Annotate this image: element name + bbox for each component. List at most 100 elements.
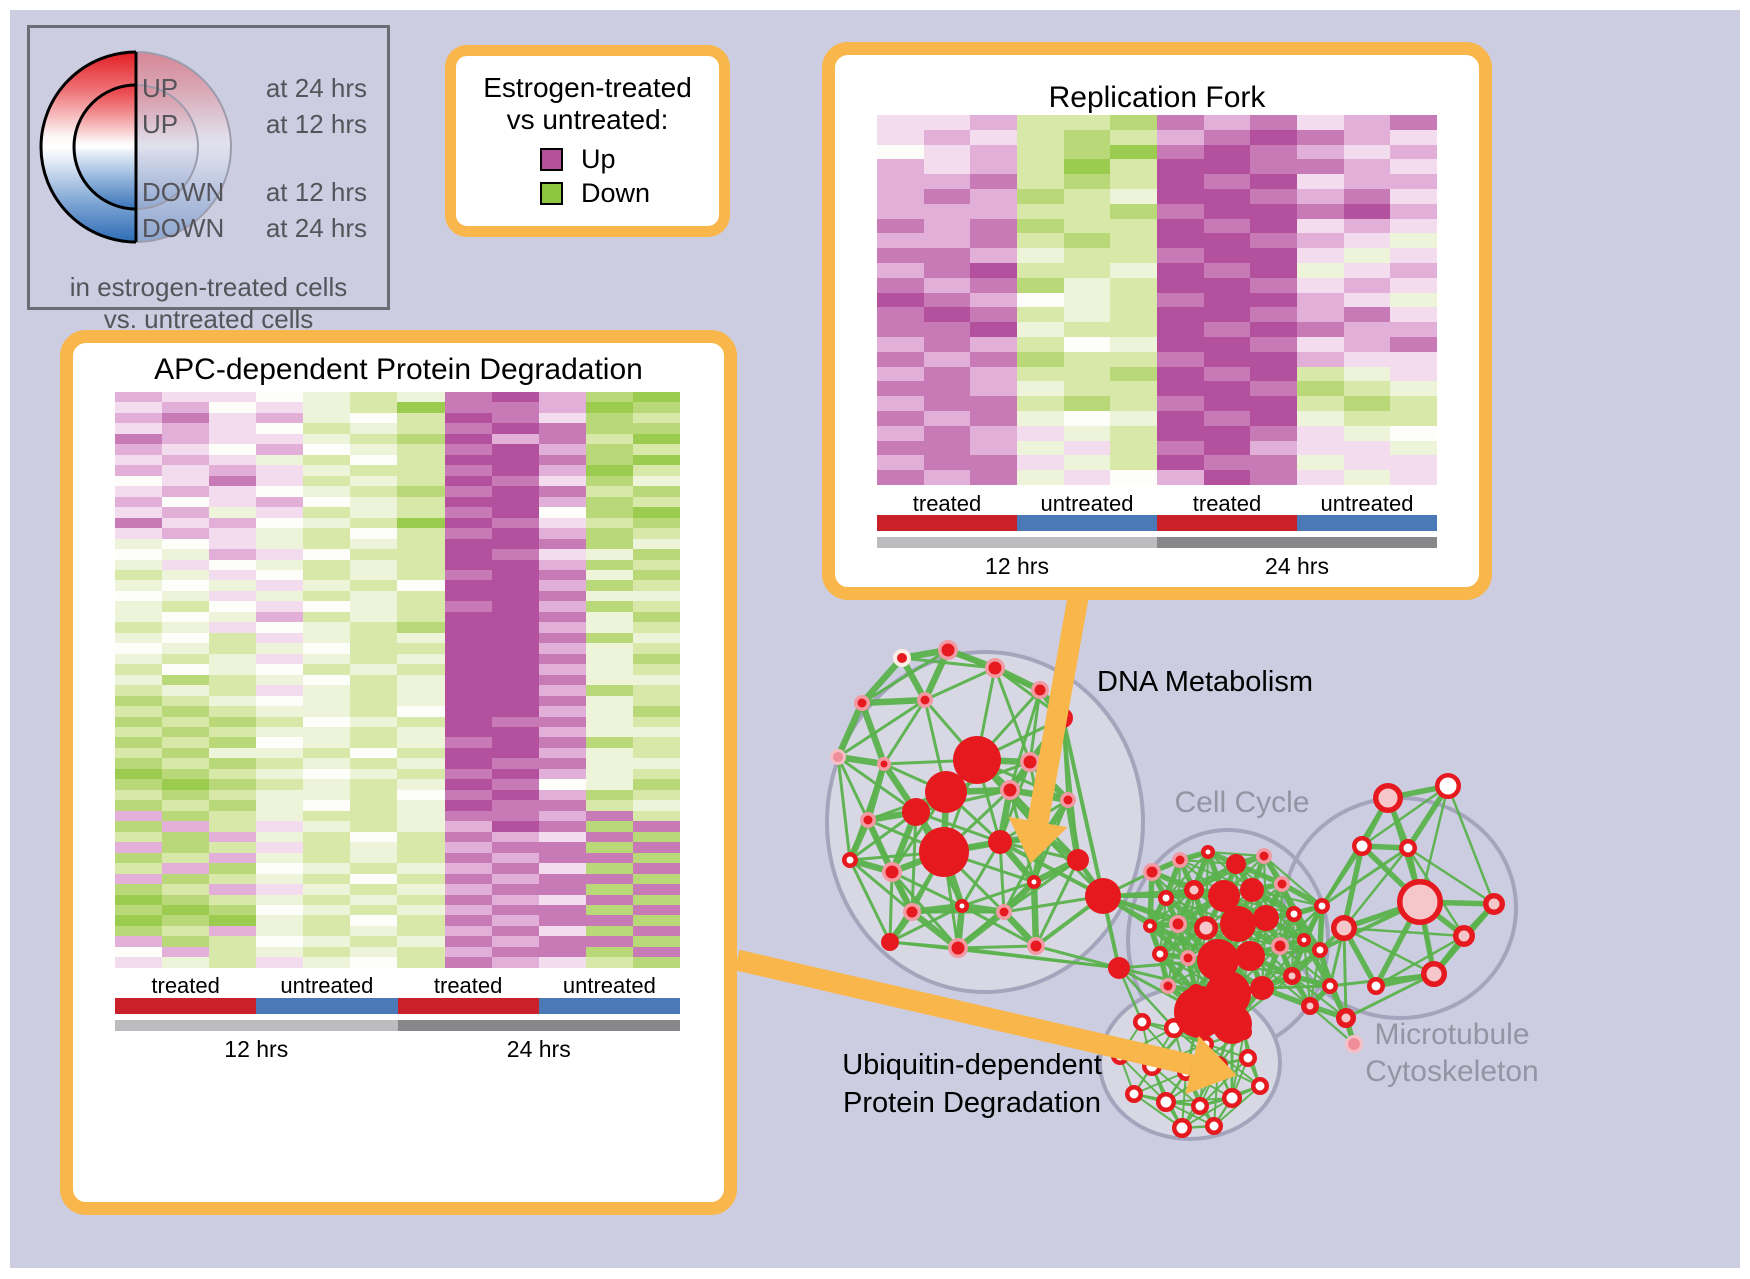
- gene-node: [1133, 1013, 1151, 1031]
- 12-hrs-label: 12 hrs: [224, 1036, 289, 1062]
- replication-fork-heatmap: [877, 115, 1438, 485]
- gene-node: [1373, 783, 1403, 813]
- heatmap-row: [115, 475, 680, 487]
- updown-legend-box: Estrogen-treated vs untreated: Up Down: [445, 45, 730, 237]
- untreated-group-label: untreated: [280, 973, 374, 998]
- gene-node: [1143, 863, 1161, 881]
- heatmap-row: [115, 852, 680, 864]
- heatmap-row: [877, 322, 1438, 337]
- gene-node: [1160, 978, 1176, 994]
- heatmap-row: [115, 946, 680, 958]
- replication-fork-box: Replication Fork treated untreated treated…: [822, 42, 1492, 600]
- heatmap-row: [877, 366, 1438, 382]
- heatmap-row: [115, 894, 680, 905]
- heatmap-row: [877, 351, 1438, 367]
- heatmap-row: [115, 863, 680, 874]
- gene-node: [1222, 1088, 1242, 1108]
- gene-node: [1322, 978, 1338, 994]
- apc-box: APC-dependent Protein Degradation treate…: [60, 330, 737, 1215]
- gene-node: [948, 938, 968, 958]
- updown-legend-title-line2: vs untreated:: [506, 104, 669, 135]
- down-label: Down: [581, 178, 651, 208]
- gene-node: [1297, 933, 1311, 947]
- up-color-swatch: [540, 148, 563, 171]
- heatmap-row: [115, 496, 680, 508]
- untreated-group-label: untreated: [562, 973, 656, 998]
- heatmap-row: [115, 549, 680, 560]
- gene-node: [854, 695, 870, 711]
- heatmap-row: [115, 507, 680, 518]
- heatmap-row: [115, 653, 680, 665]
- gene-node: [1331, 915, 1357, 941]
- treated-group-label: treated: [151, 973, 220, 998]
- gene-node: [1027, 937, 1045, 955]
- intensity-time-label: at 24 hrs: [265, 73, 367, 103]
- gene-node: [1312, 942, 1328, 958]
- heatmap-row: [115, 685, 680, 696]
- gene-node: [1336, 1008, 1356, 1028]
- arrow-head-icon: [1185, 1035, 1237, 1095]
- gene-node: [1239, 1049, 1257, 1067]
- treated-condition-bar: [1157, 515, 1297, 531]
- gene-node: [1172, 852, 1188, 868]
- replication-fork-title: Replication Fork: [1048, 81, 1266, 114]
- intensity-direction-label: DOWN: [142, 213, 225, 243]
- heatmap-row: [115, 444, 680, 455]
- heatmap-row: [877, 144, 1438, 160]
- gene-node: [1172, 1118, 1192, 1138]
- gene-node: [1184, 880, 1204, 900]
- dna-metabolism-label: DNA Metabolism: [1097, 666, 1313, 698]
- down-color-swatch: [540, 182, 563, 205]
- gene-node: [1205, 1117, 1223, 1135]
- gene-node: [1253, 905, 1279, 931]
- treated-condition-bar: [115, 998, 257, 1014]
- heatmap-row: [115, 465, 680, 476]
- heatmap-row: [877, 233, 1438, 249]
- heatmap-row: [115, 716, 680, 727]
- untreated-condition-bar: [1017, 515, 1157, 531]
- heatmap-row: [115, 528, 680, 539]
- gene-node: [860, 812, 876, 828]
- gene-node: [1286, 906, 1302, 922]
- ubiquitin-label-line2: Protein Degradation: [843, 1087, 1101, 1119]
- treated-condition-bar: [877, 515, 1017, 531]
- 24-hrs-label: 24 hrs: [1265, 553, 1329, 579]
- gene-node: [917, 692, 933, 708]
- gene-node: [1143, 919, 1157, 933]
- heatmap-row: [115, 423, 680, 434]
- heatmap-row: [115, 884, 680, 895]
- 12hrs-time-bar: [115, 1020, 398, 1031]
- heatmap-row: [115, 706, 680, 717]
- gene-node: [1352, 836, 1372, 856]
- untreated-group-label: untreated: [1320, 491, 1414, 516]
- heatmap-row: [115, 737, 680, 748]
- heatmap-row: [877, 440, 1438, 456]
- gene-node: [1283, 967, 1301, 985]
- gene-node: [1435, 773, 1461, 799]
- gene-node: [955, 899, 969, 913]
- heatmap-row: [115, 747, 680, 759]
- gene-node: [1020, 752, 1040, 772]
- heatmap-row: [877, 159, 1438, 175]
- updown-legend-item: Down: [540, 178, 650, 209]
- heatmap-row: [115, 873, 680, 885]
- heatmap-row: [115, 433, 680, 445]
- arrow-head-icon: [1008, 816, 1068, 864]
- untreated-condition-bar: [1297, 515, 1437, 531]
- gene-node: [919, 827, 969, 877]
- heatmap-row: [877, 188, 1438, 204]
- heatmap-row: [115, 674, 680, 686]
- microtubule-label-line2: Cytoskeleton: [1365, 1055, 1539, 1088]
- gene-node: [1220, 906, 1256, 942]
- heatmap-row: [115, 957, 680, 968]
- gene-node: [1000, 780, 1020, 800]
- heatmap-row: [877, 396, 1438, 411]
- heatmap-row: [115, 486, 680, 497]
- cell-cycle-label: Cell Cycle: [1174, 786, 1310, 819]
- heatmap-row: [115, 758, 680, 769]
- intensity-direction-label: DOWN: [142, 177, 225, 207]
- heatmap-row: [115, 392, 680, 403]
- heatmap-row: [877, 292, 1438, 308]
- gene-node: [1156, 1092, 1176, 1112]
